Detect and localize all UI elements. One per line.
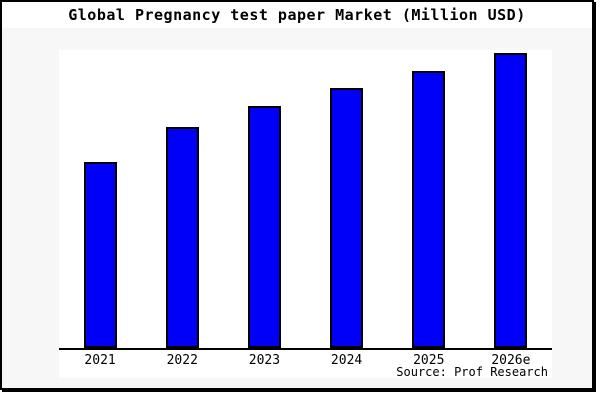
source-note: Source: Prof Research <box>396 365 548 379</box>
chart-title: Global Pregnancy test paper Market (Mill… <box>68 6 526 24</box>
bar-2023 <box>247 106 281 348</box>
x-tick-label-2023: 2023 <box>248 353 281 368</box>
bar-2025 <box>412 71 446 348</box>
bar-2024 <box>330 88 364 348</box>
x-tick-label-2022: 2022 <box>166 353 198 368</box>
bar-2021 <box>83 162 117 348</box>
x-tick-label-2026e: 2026e <box>491 353 531 368</box>
x-tick-label-2024: 2024 <box>330 353 363 368</box>
chart-frame: Global Pregnancy test paper Market (Mill… <box>0 0 594 390</box>
chart-title-bar: Global Pregnancy test paper Market (Mill… <box>2 2 592 28</box>
plot-area <box>59 50 552 378</box>
x-axis-line <box>59 348 552 350</box>
x-tick-label-2021: 2021 <box>84 353 116 368</box>
bar-2022 <box>165 127 199 348</box>
x-tick-label-2025: 2025 <box>413 353 445 368</box>
bar-2026e <box>494 53 528 348</box>
